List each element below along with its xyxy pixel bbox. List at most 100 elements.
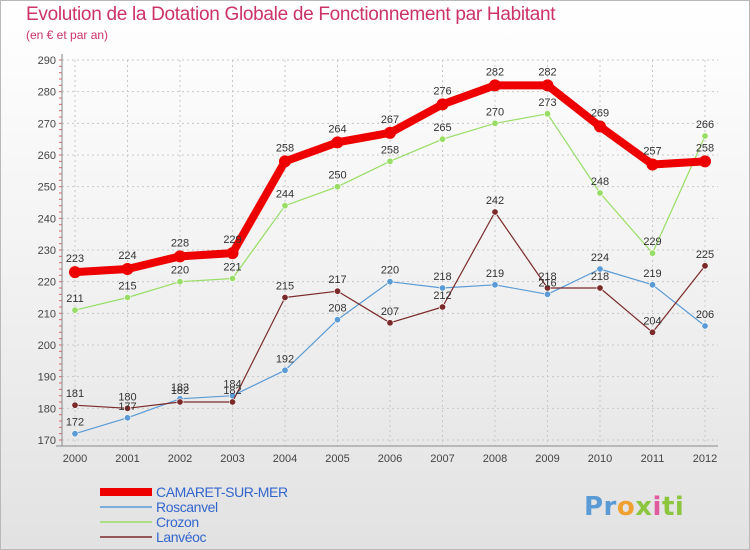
point-3: [229, 398, 237, 406]
y-tick-label: 210: [38, 308, 56, 320]
data-label-1: 219: [486, 268, 504, 280]
data-label-3: 212: [433, 290, 451, 302]
point-1: [281, 366, 289, 374]
data-label-1: 172: [66, 417, 84, 429]
point-3: [176, 398, 184, 406]
point-0: [646, 158, 659, 171]
chart-subtitle: (en € et par an): [26, 28, 109, 42]
y-tick-label: 190: [38, 372, 56, 384]
legend-swatch-crozon: [100, 521, 152, 523]
x-tick-label: 2012: [693, 453, 717, 465]
point-0: [594, 120, 606, 133]
data-label-0: 264: [328, 123, 346, 135]
x-tick-label: 2005: [325, 453, 349, 465]
point-2: [386, 157, 394, 165]
y-tick-label: 280: [38, 87, 56, 99]
point-0: [331, 136, 344, 149]
legend-item-crozon: Crozon: [100, 514, 288, 530]
y-tick-label: 180: [38, 403, 56, 415]
point-0: [541, 79, 554, 92]
point-2: [438, 135, 446, 143]
data-label-2: 211: [66, 293, 84, 305]
data-label-3: 204: [643, 315, 661, 327]
data-label-2: 258: [381, 144, 399, 156]
point-3: [701, 262, 709, 270]
logo-part-3: x: [635, 492, 653, 522]
x-tick-label: 2007: [430, 453, 454, 465]
data-label-2: 273: [538, 97, 556, 109]
x-tick-label: 2002: [168, 453, 192, 465]
point-1: [543, 290, 551, 298]
point-2: [543, 110, 551, 118]
point-2: [71, 306, 79, 314]
legend-label-roscanvel: Roscanvel: [156, 498, 218, 515]
data-label-0: 267: [381, 114, 399, 126]
y-tick-label: 240: [38, 213, 56, 225]
data-label-0: 282: [486, 66, 504, 78]
x-tick-label: 2000: [63, 453, 87, 465]
data-label-0: 258: [696, 142, 714, 154]
point-1: [596, 265, 604, 273]
point-2: [333, 183, 341, 191]
logo-part-4: i: [652, 492, 662, 522]
data-label-3: 242: [486, 195, 504, 207]
data-label-3: 182: [171, 385, 189, 397]
legend-item-roscanvel: Roscanvel: [100, 498, 288, 515]
data-label-1: 218: [433, 271, 451, 283]
point-3: [438, 303, 446, 311]
data-label-3: 180: [118, 391, 136, 403]
x-tick-label: 2008: [483, 453, 507, 465]
point-3: [124, 404, 132, 412]
data-label-2: 266: [696, 119, 714, 131]
point-3: [596, 284, 604, 292]
legend-item-camaret: CAMARET-SUR-MER: [100, 484, 288, 500]
point-0: [69, 266, 81, 279]
point-2: [124, 293, 132, 301]
data-label-1: 216: [538, 277, 556, 289]
x-tick-label: 2011: [641, 453, 665, 465]
x-tick-label: 2010: [588, 453, 612, 465]
point-0: [226, 247, 239, 260]
point-2: [648, 249, 656, 257]
legend-swatch-roscanvel: [100, 506, 152, 508]
point-0: [279, 155, 291, 168]
x-tick-label: 2004: [273, 453, 297, 465]
point-1: [124, 414, 132, 422]
point-1: [648, 281, 656, 289]
x-tick-label: 2001: [115, 453, 139, 465]
y-tick-label: 290: [38, 55, 56, 67]
point-0: [174, 250, 186, 263]
data-label-2: 220: [171, 265, 189, 277]
y-tick-label: 230: [38, 245, 56, 257]
point-2: [229, 274, 237, 282]
data-label-1: 208: [328, 303, 346, 315]
data-label-3: 218: [591, 271, 609, 283]
point-1: [491, 281, 499, 289]
y-tick-label: 250: [38, 182, 56, 194]
point-0: [489, 79, 501, 92]
data-label-0: 228: [171, 237, 189, 249]
point-3: [648, 328, 656, 336]
data-label-2: 215: [118, 281, 136, 293]
data-label-2: 248: [591, 176, 609, 188]
y-tick-label: 200: [38, 340, 56, 352]
logo-part-5: ti: [661, 492, 685, 522]
point-2: [281, 202, 289, 210]
data-label-2: 221: [223, 262, 241, 274]
data-label-1: 220: [381, 265, 399, 277]
data-label-2: 265: [433, 122, 451, 134]
point-3: [71, 401, 79, 409]
data-label-2: 229: [643, 236, 661, 248]
point-0: [699, 155, 711, 168]
data-label-1: 224: [591, 252, 609, 264]
proxiti-logo: Proxiti: [584, 492, 684, 522]
data-label-0: 269: [591, 108, 609, 120]
data-label-0: 223: [66, 253, 84, 265]
logo-part-1: Pr: [584, 492, 617, 522]
point-0: [436, 98, 449, 111]
y-tick-label: 220: [38, 277, 56, 289]
data-label-0: 258: [276, 142, 294, 154]
data-label-0: 257: [643, 146, 661, 158]
